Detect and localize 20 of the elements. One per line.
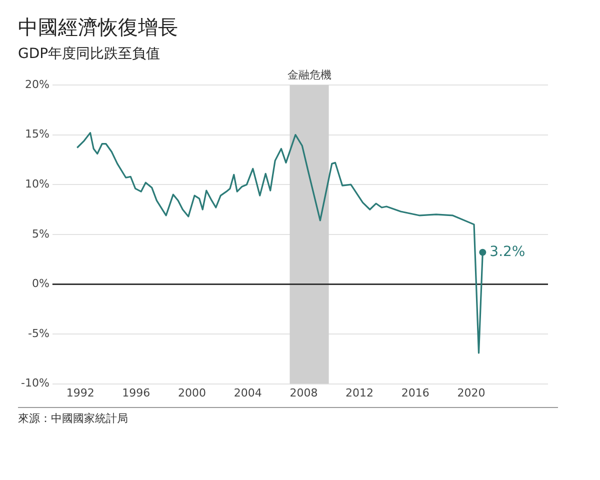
y-tick-label: -5% [28, 326, 50, 340]
x-tick-label: 1992 [66, 386, 94, 400]
x-tick-label: 2016 [401, 386, 430, 400]
y-tick-label: 20% [24, 78, 50, 91]
x-tick-label: 2004 [234, 386, 262, 400]
y-tick-label: 5% [32, 227, 50, 240]
chart-subtitle: GDP年度同比跌至負值 [18, 45, 162, 63]
x-tick-label: 2000 [178, 386, 206, 400]
y-tick-label: 0% [32, 277, 50, 290]
band-label: 金融危機 [287, 68, 332, 82]
y-tick-label: -10% [20, 376, 50, 390]
x-tick-label: 2020 [457, 386, 486, 400]
x-tick-label: 2012 [346, 386, 374, 400]
x-tick-label: 1996 [122, 386, 150, 400]
text: 來源：中國國家統計局 [18, 411, 129, 426]
y-tick-label: 10% [24, 177, 50, 190]
annotation: 3.2% [490, 244, 526, 260]
chart-title: 中國經濟恢復增長 [18, 14, 179, 41]
x-tick-label: 2008 [290, 386, 318, 400]
y-tick-label: 15% [24, 128, 50, 141]
